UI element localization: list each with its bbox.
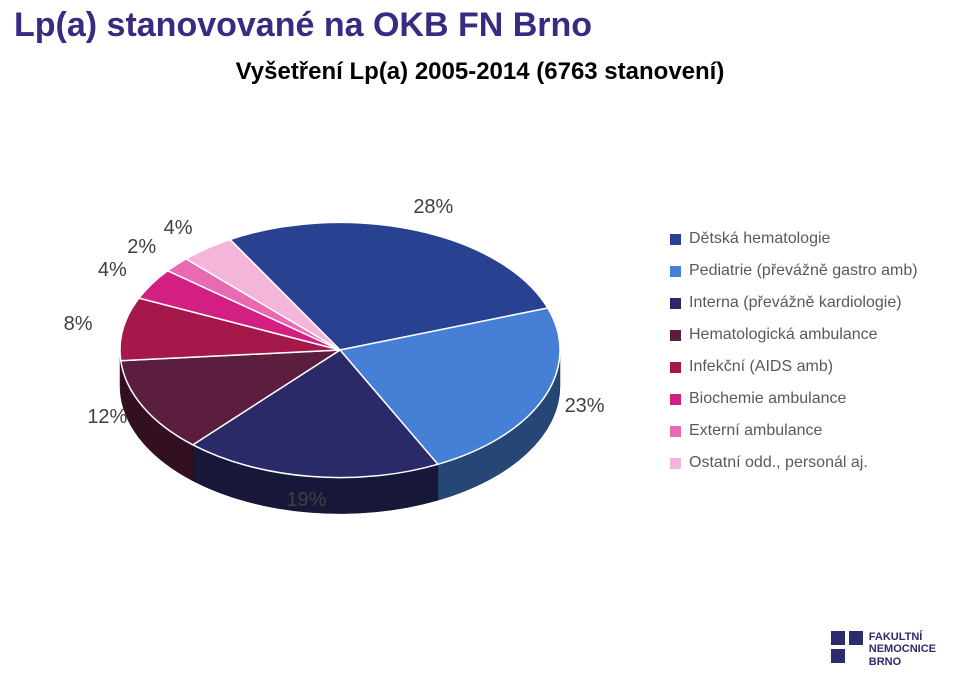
legend-item: Pediatrie (převážně gastro amb) — [670, 262, 940, 280]
legend-swatch-icon — [670, 458, 681, 469]
legend-item: Externí ambulance — [670, 422, 940, 440]
pie-svg — [40, 120, 640, 600]
legend-label: Externí ambulance — [689, 422, 822, 440]
legend-item: Hematologická ambulance — [670, 326, 940, 344]
pie-pct-label: 4% — [164, 217, 193, 240]
legend-item: Biochemie ambulance — [670, 390, 940, 408]
legend-label: Hematologická ambulance — [689, 326, 878, 344]
pie-pct-label: 19% — [286, 489, 326, 512]
logo-line-3: BRNO — [869, 656, 901, 668]
legend-swatch-icon — [670, 426, 681, 437]
pie-pct-label: 23% — [565, 395, 605, 418]
legend-label: Ostatní odd., personál aj. — [689, 454, 868, 472]
logo: FAKULTNÍ NEMOCNICE BRNO — [831, 631, 936, 668]
legend-swatch-icon — [670, 234, 681, 245]
logo-line-2: NEMOCNICE — [869, 643, 936, 655]
pie-chart: 28%23%19%12%8%4%2%4% — [40, 120, 640, 600]
legend-label: Biochemie ambulance — [689, 390, 846, 408]
legend-swatch-icon — [670, 330, 681, 341]
legend-item: Ostatní odd., personál aj. — [670, 454, 940, 472]
legend-label: Interna (převážně kardiologie) — [689, 294, 902, 312]
legend-item: Dětská hematologie — [670, 230, 940, 248]
pie-pct-label: 4% — [98, 259, 127, 282]
logo-line-1: FAKULTNÍ — [869, 631, 923, 643]
pie-pct-label: 28% — [413, 196, 453, 219]
legend-swatch-icon — [670, 298, 681, 309]
legend: Dětská hematologie Pediatrie (převážně ga… — [670, 230, 940, 486]
pie-pct-label: 2% — [127, 236, 156, 259]
pie-pct-label: 12% — [87, 406, 127, 429]
page-title: Lp(a) stanovované na OKB FN Brno — [14, 6, 592, 45]
legend-swatch-icon — [670, 266, 681, 277]
logo-text: FAKULTNÍ NEMOCNICE BRNO — [869, 631, 936, 667]
legend-item: Infekční (AIDS amb) — [670, 358, 940, 376]
pie-pct-label: 8% — [64, 313, 93, 336]
chart-subtitle: Vyšetření Lp(a) 2005-2014 (6763 stanoven… — [0, 58, 960, 86]
legend-swatch-icon — [670, 362, 681, 373]
legend-swatch-icon — [670, 394, 681, 405]
legend-label: Dětská hematologie — [689, 230, 830, 248]
legend-label: Infekční (AIDS amb) — [689, 358, 833, 376]
legend-label: Pediatrie (převážně gastro amb) — [689, 262, 918, 280]
legend-item: Interna (převážně kardiologie) — [670, 294, 940, 312]
logo-mark-icon — [831, 631, 863, 668]
